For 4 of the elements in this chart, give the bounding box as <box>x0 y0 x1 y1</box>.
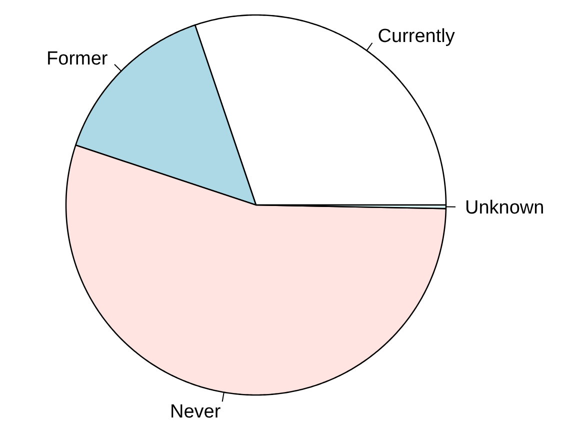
slice-label: Former <box>46 48 108 70</box>
slice-label: Currently <box>378 26 456 47</box>
slice-label: Unknown <box>464 198 544 219</box>
slice-label: Never <box>170 402 222 423</box>
